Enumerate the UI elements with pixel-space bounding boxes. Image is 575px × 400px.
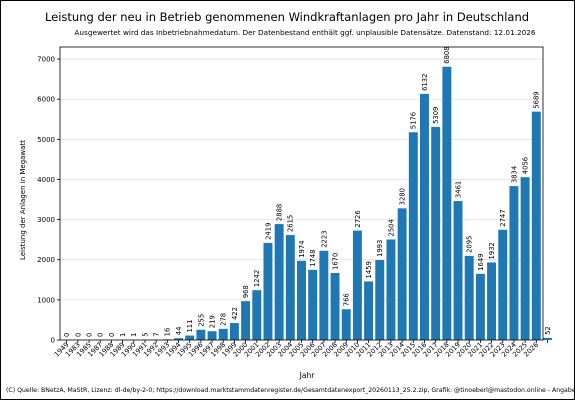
chart-title: Leistung der neu in Betrieb genommenen W…: [45, 10, 529, 24]
bar-2011: [364, 281, 374, 340]
bar-value-label: 52: [544, 326, 552, 335]
bar-2021: [475, 273, 485, 340]
bar-2008: [330, 272, 340, 340]
bar-2026: [531, 111, 541, 341]
bar-value-label: 968: [242, 285, 250, 298]
y-tick-label: 3000: [37, 216, 55, 224]
bar-2016: [420, 93, 429, 340]
bar-value-label: 1748: [309, 250, 317, 267]
bar-value-label: 2223: [320, 230, 328, 247]
bar-value-label: 278: [220, 313, 228, 326]
footer-credit: (C) Quelle: BNetzA, MaStR, Lizenz: dl-de…: [6, 386, 575, 394]
bar-value-label: 1649: [477, 254, 485, 271]
x-axis-label: Jahr: [299, 371, 316, 380]
y-tick-labels: 0 1000 2000 3000 4000 5000 6000 7000: [37, 56, 60, 345]
y-tick-label: 0: [51, 337, 55, 345]
bar-2013: [386, 239, 396, 340]
bar-1994: [174, 338, 183, 340]
bar-2007: [319, 250, 329, 340]
bar-value-labels: 0 0 0 0 0 1 1 5 7 16 44 111 255 219 278 422968124224192…: [63, 46, 552, 337]
bar-undefined: [543, 337, 552, 340]
bar-value-label: 6132: [421, 74, 429, 91]
bar-2005: [297, 260, 306, 340]
bar-2017: [431, 126, 441, 340]
bar-value-label: 219: [208, 315, 216, 328]
bar-value-label: 2888: [276, 204, 284, 221]
bar-value-label: 1974: [298, 240, 306, 257]
bar-1996: [196, 329, 206, 340]
bar-value-label: 255: [197, 314, 205, 327]
bar-value-label: 2747: [499, 209, 507, 226]
y-tick-label: 2000: [37, 256, 55, 264]
y-tick-label: 1000: [37, 296, 55, 304]
bar-2014: [397, 208, 407, 340]
y-tick-label: 7000: [37, 56, 55, 64]
bar-value-label: 1459: [365, 261, 373, 278]
bar-2010: [352, 230, 362, 340]
y-tick-label: 6000: [37, 96, 55, 104]
bar-2009: [341, 309, 351, 340]
bar-value-label: 16: [164, 328, 172, 337]
bars: [118, 66, 552, 341]
bar-value-label: 7: [153, 332, 161, 336]
bar-2003: [274, 224, 284, 340]
bar-2002: [263, 242, 273, 340]
bar-2012: [375, 260, 385, 340]
bar-value-label: 422: [231, 307, 239, 320]
bar-value-label: 6808: [443, 46, 451, 63]
bar-value-label: 5309: [432, 107, 440, 124]
y-tick-label: 4000: [37, 176, 55, 184]
bar-value-label: 2419: [264, 223, 272, 240]
bar-value-label: 2726: [354, 210, 362, 227]
bar-value-label: 5: [141, 332, 149, 336]
bar-value-label: 111: [186, 320, 194, 333]
bar-value-label: 1670: [331, 253, 339, 270]
bar-value-label: 3461: [454, 181, 462, 198]
bar-value-label: 1242: [253, 270, 261, 287]
y-axis-label: Leistung der Anlagen in Megawatt: [19, 140, 27, 260]
bar-value-label: 1993: [376, 240, 384, 257]
bar-2023: [498, 229, 508, 340]
bar-value-label: 766: [343, 293, 351, 306]
bar-2006: [308, 269, 318, 340]
x-tick-labels: 1949198319851987198819891990199119921993…: [53, 340, 548, 359]
bar-2001: [252, 290, 262, 340]
chart-subtitle: Ausgewertet wird das Inbetriebnahmedatum…: [74, 28, 536, 37]
bar-2022: [487, 262, 497, 340]
bar-value-label: 5176: [410, 112, 418, 129]
bar-value-label: 0: [63, 333, 71, 337]
bar-value-label: 3280: [399, 188, 407, 205]
bar-1995: [185, 335, 195, 340]
bar-2018: [442, 66, 452, 340]
bar-value-label: 1: [130, 333, 138, 337]
bar-2015: [408, 132, 418, 340]
bar-value-label: 1: [119, 333, 127, 337]
bar-value-label: 2095: [466, 236, 474, 253]
bar-value-label: 2615: [287, 215, 295, 232]
bar-value-label: 0: [85, 333, 93, 337]
bar-value-label: 44: [175, 327, 183, 336]
bar-2025: [520, 177, 530, 340]
bar-value-label: 0: [74, 333, 82, 337]
bar-2020: [464, 255, 474, 340]
bar-value-label: 0: [97, 333, 105, 337]
bar-2000: [241, 301, 251, 340]
bar-value-label: 4056: [522, 157, 530, 174]
bar-1998: [218, 328, 228, 340]
bar-value-label: 2504: [387, 219, 395, 236]
bar-value-label: 0: [108, 333, 116, 337]
bar-value-label: 1932: [488, 242, 496, 259]
bar-value-label: 5689: [533, 91, 541, 108]
bar-1997: [207, 331, 217, 340]
y-tick-label: 5000: [37, 136, 55, 144]
bar-value-label: 3834: [510, 166, 518, 183]
bar-2019: [453, 201, 463, 340]
bar-2004: [285, 235, 295, 340]
bar-2024: [509, 186, 519, 340]
bar-1999: [229, 323, 239, 340]
